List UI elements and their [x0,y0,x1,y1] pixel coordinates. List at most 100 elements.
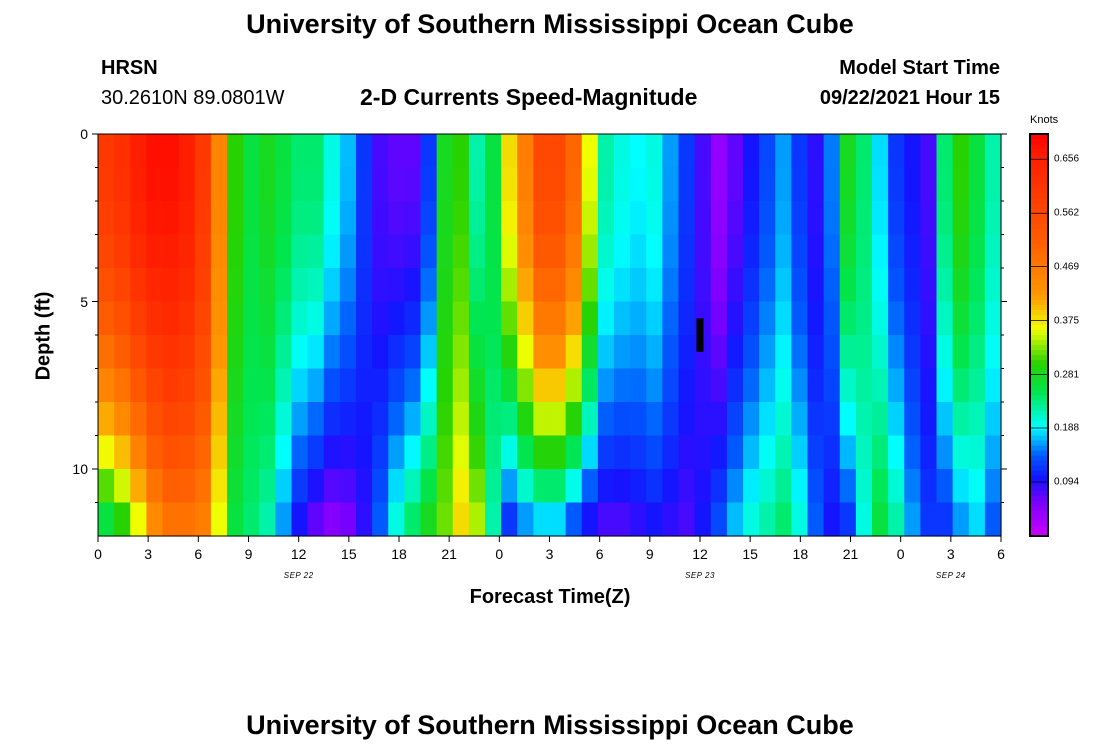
heatmap-cell [952,502,970,537]
heatmap-cell [404,134,422,169]
heatmap-cell [904,134,921,169]
heatmap-cell [920,301,938,336]
colorbar-swatch [1030,249,1048,256]
heatmap-cell [743,502,760,537]
heatmap-cell [356,435,373,470]
heatmap-cell [549,201,567,236]
heatmap-cell [194,268,212,303]
heatmap-cell [630,335,647,370]
heatmap-cell [210,502,228,537]
heatmap-cell [694,502,712,537]
heatmap-cell [726,134,744,169]
colorbar-swatch [1030,395,1048,401]
heatmap-cell [517,234,534,269]
heatmap-cell [162,134,180,169]
heatmap-cell [501,368,518,403]
colorbar-swatch [1030,375,1048,381]
heatmap-cell [597,402,615,437]
heatmap-cell [178,301,196,336]
heatmap-cell [872,335,889,370]
heatmap-cell [807,335,825,370]
heatmap-cell [404,301,422,336]
model-start-time: 09/22/2021 Hour 15 [819,87,1000,109]
heatmap-cell [178,469,196,504]
heatmap-cell [210,368,228,403]
heatmap-cell [275,167,293,202]
heatmap-cell [259,268,276,303]
x-axis-title: Forecast Time(Z) [469,586,631,608]
heatmap-cell [339,368,357,403]
x-date-label: SEP 22 [283,571,314,580]
heatmap-cell [597,469,615,504]
colorbar-swatch [1030,340,1048,346]
heatmap-cell [807,167,825,202]
heatmap-cell [452,335,470,370]
heatmap-cell [210,469,228,504]
heatmap-cell [839,268,857,303]
colorbar-swatch [1030,360,1048,366]
heatmap-cell [227,402,244,437]
heatmap-cell [904,402,921,437]
heatmap-cell [162,167,180,202]
axis-ticks [92,133,1007,542]
heatmap-cell [259,335,276,370]
heatmap-cell [952,335,970,370]
station-name: HRSN [101,57,158,79]
heatmap-cell [662,469,680,504]
heatmap-cell [243,167,260,202]
station-coordinates: 30.2610N 89.0801W [101,87,285,109]
heatmap-cell [678,134,696,169]
heatmap-cell [114,502,131,537]
heatmap-cell [855,134,873,169]
heatmap-cell [485,469,502,504]
heatmap-cell [920,502,938,537]
heatmap-cell [162,268,180,303]
heatmap-cell [259,234,276,269]
heatmap-cell [98,435,115,470]
heatmap-cell [968,201,986,236]
colorbar-swatch [1030,234,1048,241]
heatmap-cell [759,268,776,303]
heatmap-cell [791,502,809,537]
heatmap-cell [581,301,599,336]
heatmap-cell [98,502,115,537]
heatmap-cell [581,435,599,470]
heatmap-cell [839,335,857,370]
heatmap-cell [114,301,131,336]
heatmap-cell [936,368,954,403]
heatmap-cell [436,502,454,537]
heatmap-cell [952,402,970,437]
heatmap-cell [855,335,873,370]
heatmap-cell [565,335,583,370]
heatmap-cell [549,335,567,370]
heatmap-cell [533,167,551,202]
heatmap-cell [146,234,164,269]
heatmap-cell [662,502,680,537]
heatmap-cell [162,502,180,537]
heatmap-cell [485,368,502,403]
heatmap-cell [984,301,1002,336]
heatmap-cell [259,167,276,202]
heatmap-cell [872,469,889,504]
colorbar-swatch [1030,390,1048,396]
heatmap-cell [388,234,405,269]
colorbar-swatch [1030,179,1048,185]
heatmap-cell [485,134,502,169]
colorbar-swatch [1030,465,1048,472]
heatmap-cell [130,268,147,303]
heatmap-cell [291,435,309,470]
heatmap-cell [130,201,147,236]
heatmap-cell [146,167,164,202]
heatmap-cell [162,402,180,437]
heatmap-cell [146,435,164,470]
heatmap-cell [597,201,615,236]
heatmap-cell [630,268,647,303]
heatmap-cell [243,335,260,370]
colorbar-swatch [1030,385,1048,391]
heatmap-cell [243,234,260,269]
heatmap-cell [565,167,583,202]
heatmap-cell [581,402,599,437]
heatmap-cell [920,435,938,470]
heatmap-cell [662,201,680,236]
heatmap-cell [614,301,631,336]
